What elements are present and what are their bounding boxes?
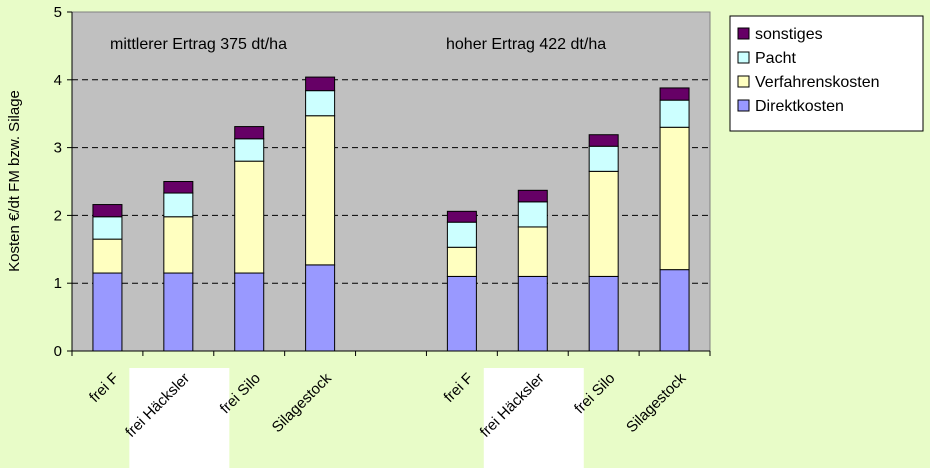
legend-label: Direktkosten bbox=[755, 98, 844, 115]
legend-swatch bbox=[737, 51, 750, 64]
x-tick-label: frei F bbox=[86, 370, 122, 406]
y-tick-label: 3 bbox=[54, 140, 62, 157]
bar-segment-direktkosten bbox=[305, 264, 336, 352]
bar-segment-direktkosten bbox=[588, 275, 619, 352]
legend-swatch bbox=[737, 27, 750, 40]
bar-segment-sonstiges bbox=[163, 181, 194, 194]
label-backdrop bbox=[483, 368, 584, 468]
x-tick-label: Silagestock bbox=[269, 369, 336, 436]
bar-segment-pacht bbox=[446, 221, 477, 248]
y-axis-label: Kosten €/dt FM bzw. Silage bbox=[6, 90, 23, 272]
bar-segment-sonstiges bbox=[588, 134, 619, 147]
bar-segment-verfahrenskosten bbox=[659, 126, 690, 271]
legend-swatch bbox=[737, 75, 750, 88]
bar-segment-sonstiges bbox=[234, 126, 265, 140]
legend-box bbox=[729, 15, 924, 132]
y-tick-label: 0 bbox=[54, 343, 62, 360]
bar-segment-direktkosten bbox=[163, 272, 194, 352]
legend-label: sonstiges bbox=[755, 26, 823, 43]
legend: sonstiges Pacht Verfahrenskosten Direktkost… bbox=[729, 15, 924, 132]
bar-segment-pacht bbox=[659, 99, 690, 128]
bar-segment-direktkosten bbox=[234, 272, 265, 352]
bar-segment-verfahrenskosten bbox=[446, 246, 477, 277]
bar-segment-pacht bbox=[92, 216, 123, 240]
legend-swatch bbox=[737, 99, 750, 112]
bar-segment-verfahrenskosten bbox=[163, 216, 194, 274]
bar-segment-verfahrenskosten bbox=[588, 170, 619, 277]
bar-segment-pacht bbox=[305, 90, 336, 117]
annotation-right: hoher Ertrag 422 dt/ha bbox=[446, 36, 606, 53]
y-tick-label: 1 bbox=[54, 275, 62, 292]
bar-segment-sonstiges bbox=[446, 210, 477, 223]
bar-segment-verfahrenskosten bbox=[92, 238, 123, 274]
bar-segment-pacht bbox=[588, 145, 619, 172]
bar-segment-verfahrenskosten bbox=[517, 226, 548, 277]
bar-segment-sonstiges bbox=[517, 189, 548, 203]
legend-label: Verfahrenskosten bbox=[755, 74, 880, 91]
bar-segment-sonstiges bbox=[92, 204, 123, 218]
x-tick-label: Silagestock bbox=[623, 369, 690, 436]
bar-segment-direktkosten bbox=[659, 269, 690, 352]
bar-segment-verfahrenskosten bbox=[305, 115, 336, 266]
legend-label: Pacht bbox=[755, 50, 796, 67]
bar-segment-sonstiges bbox=[305, 76, 336, 92]
bar-segment-verfahrenskosten bbox=[234, 160, 265, 274]
label-backdrop bbox=[129, 368, 230, 468]
annotation-left: mittlerer Ertrag 375 dt/ha bbox=[110, 36, 287, 53]
bar-segment-pacht bbox=[517, 201, 548, 228]
y-tick-label: 2 bbox=[54, 207, 62, 224]
y-tick-label: 4 bbox=[54, 72, 62, 89]
bar-segment-pacht bbox=[163, 192, 194, 218]
bar-segment-direktkosten bbox=[446, 275, 477, 352]
x-tick-label: frei F bbox=[441, 370, 477, 406]
bar-segment-direktkosten bbox=[92, 272, 123, 352]
bar-segment-pacht bbox=[234, 138, 265, 162]
bar-segment-sonstiges bbox=[659, 87, 690, 101]
bar-segment-direktkosten bbox=[517, 275, 548, 352]
y-tick-label: 5 bbox=[54, 4, 62, 21]
